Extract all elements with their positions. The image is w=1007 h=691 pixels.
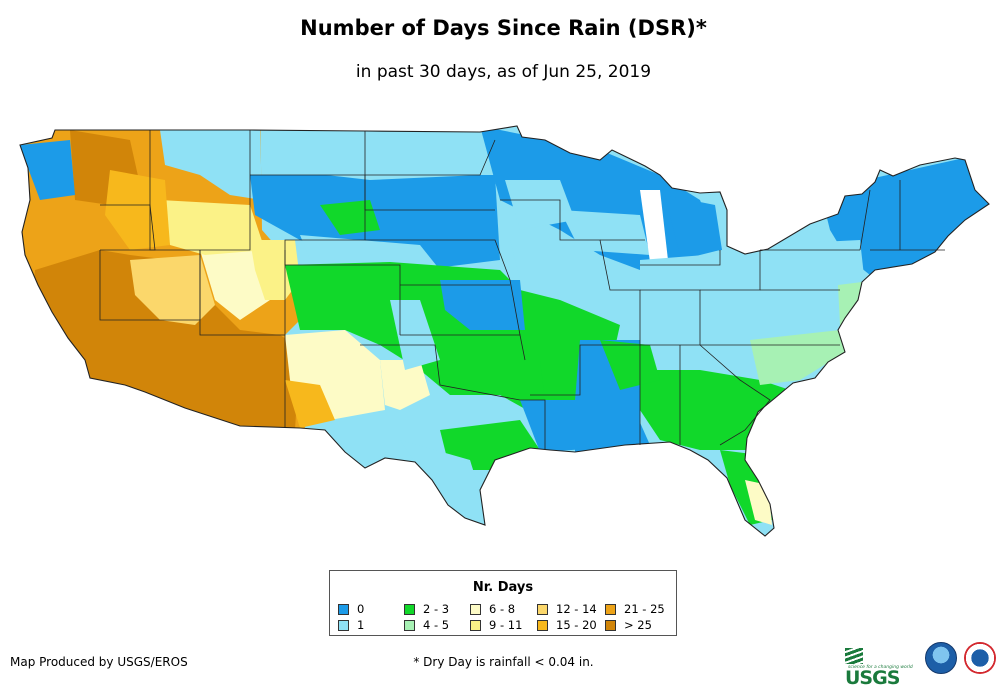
region-pennsylvania-light (760, 240, 865, 295)
legend-swatch (338, 620, 349, 631)
noaa-logo-icon (925, 642, 957, 674)
legend-label: 4 - 5 (423, 618, 450, 632)
legend-label: 2 - 3 (423, 602, 450, 616)
map-credit: Map Produced by USGS/EROS (10, 655, 188, 669)
region-central-green (285, 262, 620, 420)
usgs-tagline: science for a changing world (848, 665, 913, 670)
legend-label: 1 (357, 618, 365, 632)
region-south-texas-light (400, 440, 490, 525)
region-newmexico-gold (285, 380, 335, 428)
legend-swatch (470, 620, 481, 631)
region-carolinas-light (750, 330, 845, 385)
region-nevada-yellow (130, 255, 215, 325)
legend-item-4-5: 4 - 5 (404, 618, 449, 632)
legend-swatch (537, 620, 548, 631)
usgs-logo: USGS (845, 645, 917, 689)
dry-day-footnote: * Dry Day is rainfall < 0.04 in. (413, 655, 594, 669)
region-michigan-blue (665, 195, 722, 255)
map-title: Number of Days Since Rain (DSR)* (300, 16, 707, 40)
region-dakota-light (290, 140, 480, 180)
region-minnesota-light (505, 180, 575, 230)
legend-item-1: 1 (338, 618, 364, 632)
dsr-regions (20, 126, 989, 536)
region-nebraska-light (300, 235, 440, 270)
region-missouri-blue (440, 280, 525, 330)
legend-item-15-20: 15 - 20 (537, 618, 597, 632)
legend-label: > 25 (624, 618, 652, 632)
region-alabama-green (600, 340, 660, 390)
legend-swatch (605, 604, 616, 615)
legend-item-2-3: 2 - 3 (404, 602, 449, 616)
legend-label: 21 - 25 (624, 602, 665, 616)
usgs-logo-text: USGS (845, 667, 900, 689)
region-lake-michigan (640, 190, 668, 262)
state-boundaries (99, 130, 945, 450)
legend-label: 6 - 8 (489, 602, 516, 616)
legend-item-9-11: 9 - 11 (470, 618, 522, 632)
legend: Nr. Days 0 1 2 - 3 4 - 5 6 - 8 9 - 11 12… (329, 570, 677, 636)
legend-swatch (404, 604, 415, 615)
legend-item-0: 0 (338, 602, 364, 616)
legend-item-21-25: 21 - 25 (605, 602, 665, 616)
region-northern-rockies-blue (160, 130, 262, 200)
usgs-waves-icon (845, 648, 863, 664)
region-idaho-gold (105, 170, 170, 250)
region-texas-panhandle-pale (380, 360, 430, 410)
region-wisconsin-light (560, 210, 650, 255)
region-washington-coast-blue (20, 140, 75, 200)
region-iowa-light (510, 240, 610, 300)
legend-swatch (338, 604, 349, 615)
legend-swatch (404, 620, 415, 631)
region-wyoming-pale (160, 200, 265, 255)
legend-swatch (537, 604, 548, 615)
nws-logo-icon (964, 642, 996, 674)
us-map (19, 125, 990, 537)
legend-swatch (470, 604, 481, 615)
legend-label: 0 (357, 602, 365, 616)
region-colorado-yellow (250, 240, 300, 300)
legend-label: 15 - 20 (556, 618, 597, 632)
legend-item-12-14: 12 - 14 (537, 602, 597, 616)
legend-swatch (605, 620, 616, 631)
map-subtitle: in past 30 days, as of Jun 25, 2019 (355, 62, 652, 82)
legend-title: Nr. Days (472, 580, 534, 595)
legend-label: 9 - 11 (489, 618, 523, 632)
legend-item-gt-25: > 25 (605, 618, 652, 632)
legend-item-6-8: 6 - 8 (470, 602, 515, 616)
region-mid-atlantic-light-green (838, 282, 862, 325)
legend-label: 12 - 14 (556, 602, 597, 616)
